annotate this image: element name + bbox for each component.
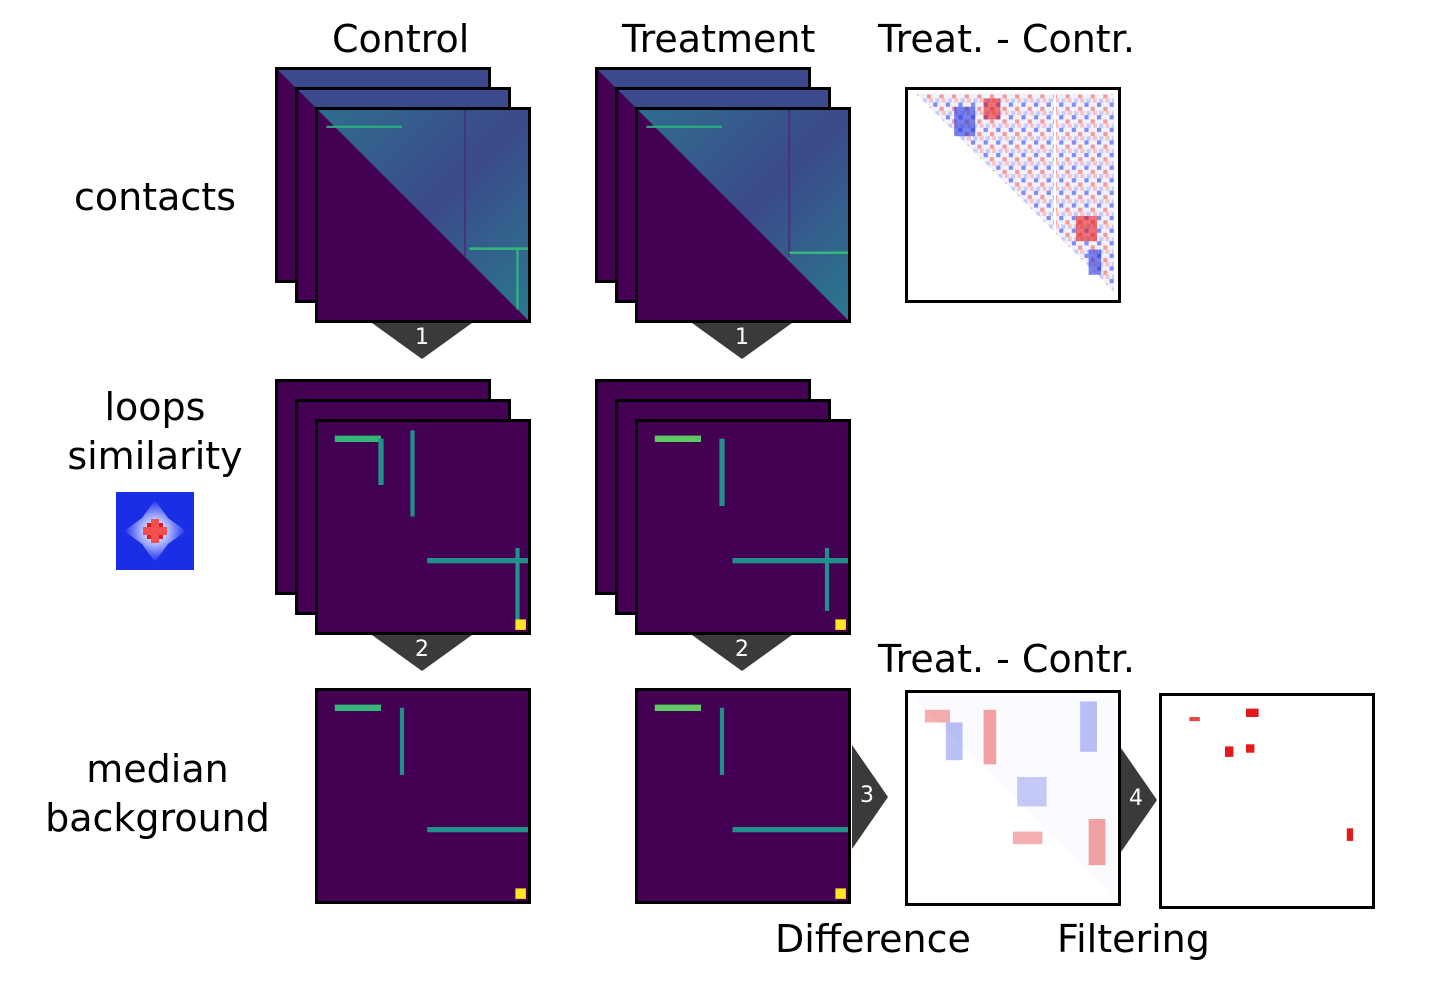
caption-difference: Difference (775, 917, 971, 961)
step-1-number-control: 1 (415, 325, 429, 350)
step-4-number: 4 (1129, 786, 1143, 811)
step-1-arrow-control: 1 (372, 323, 472, 361)
step-2-number-treatment: 2 (735, 637, 749, 662)
step-3-number: 3 (860, 783, 874, 808)
step-2-arrow-treatment: 2 (692, 635, 792, 673)
column-header-control: Control (332, 17, 470, 61)
column-header-treatment: Treatment (622, 17, 816, 61)
row-label-similarity: similarity (67, 434, 243, 478)
treatment-median-background-map (635, 688, 851, 904)
row-label-contacts: contacts (73, 175, 236, 219)
treatment-loops-map-1 (635, 419, 851, 635)
difference-contacts-map (905, 87, 1121, 303)
control-contacts-map-1 (315, 107, 531, 323)
filtered-difference-map (1159, 693, 1375, 909)
step-1-number-treatment: 1 (735, 325, 749, 350)
row-label-background: background (45, 796, 270, 840)
column-header-difference-bottom: Treat. - Contr. (878, 637, 1135, 681)
column-header-difference-top: Treat. - Contr. (878, 17, 1135, 61)
control-median-background-map (315, 688, 531, 904)
step-4-arrow: 4 (1121, 748, 1159, 852)
treatment-contacts-map-1 (635, 107, 851, 323)
row-label-loops: loops (104, 385, 206, 429)
step-2-number-control: 2 (415, 637, 429, 662)
loop-kernel-icon (116, 492, 194, 570)
caption-filtering: Filtering (1057, 917, 1210, 961)
step-2-arrow-control: 2 (372, 635, 472, 673)
step-3-arrow: 3 (852, 745, 890, 849)
difference-background-map (905, 690, 1121, 906)
step-1-arrow-treatment: 1 (692, 323, 792, 361)
control-loops-map-1 (315, 419, 531, 635)
row-label-median: median (86, 747, 229, 791)
